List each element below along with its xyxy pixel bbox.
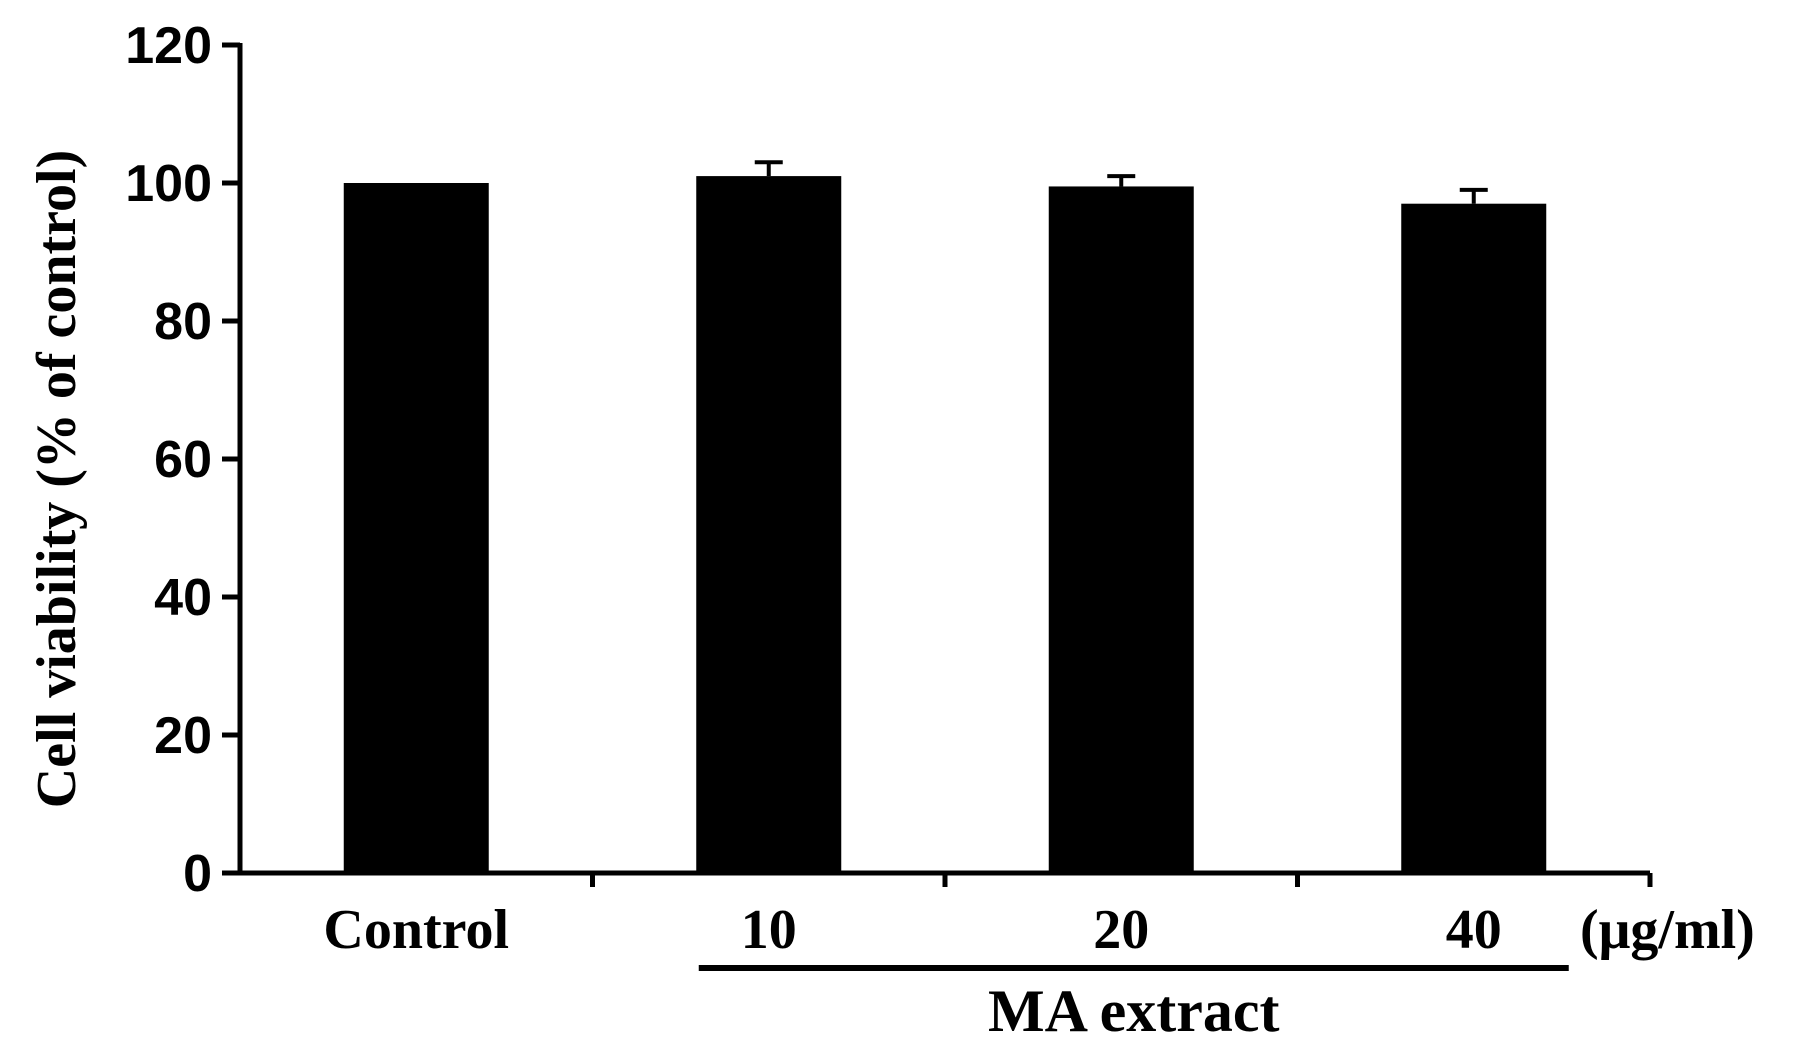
group-label: MA extract (988, 978, 1280, 1041)
bar-20 (1048, 186, 1194, 873)
bar-control (343, 183, 489, 873)
x-tick-label-control: Control (323, 899, 509, 961)
x-tick-label-20: 20 (1093, 899, 1149, 961)
y-axis-label: Cell viability (% of control) (26, 150, 88, 808)
error-bars (754, 160, 1488, 204)
y-tick-label: 100 (125, 155, 212, 213)
y-tick-label: 80 (154, 293, 212, 351)
y-tick-label: 20 (154, 707, 212, 765)
x-tick-label-10: 10 (741, 899, 797, 961)
bars (343, 176, 1547, 874)
x-tick-labels: Control 10 20 40 (323, 899, 1501, 961)
y-ticks: 0 20 40 60 80 100 120 (125, 17, 240, 903)
bar-40 (1401, 203, 1547, 873)
x-tick-label-40: 40 (1446, 899, 1502, 961)
y-tick-label: 0 (183, 845, 212, 903)
y-tick-label: 40 (154, 569, 212, 627)
bar-10 (696, 176, 842, 874)
y-tick-label: 60 (154, 431, 212, 489)
x-ticks (590, 873, 1653, 887)
x-unit-label: (μg/ml) (1580, 899, 1755, 961)
y-tick-label: 120 (125, 17, 212, 75)
